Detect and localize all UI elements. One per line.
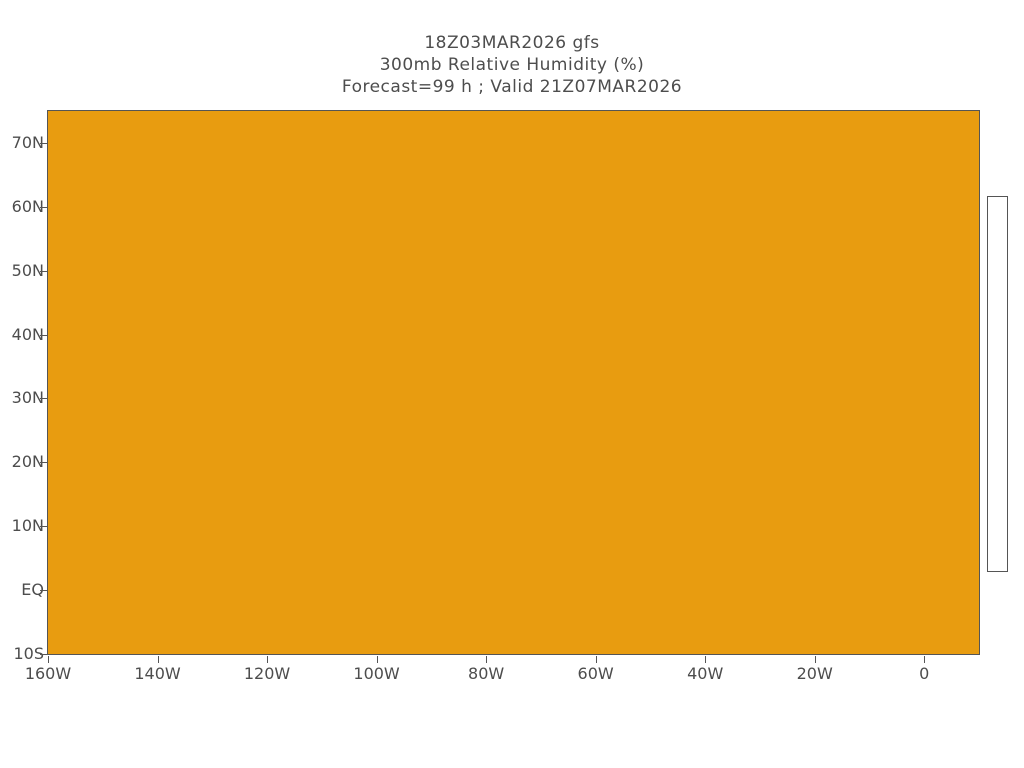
lat-tick-60n <box>40 207 47 208</box>
lon-tick-80w <box>486 656 487 663</box>
lat-tick-10n <box>40 526 47 527</box>
lon-label-40w: 40W <box>687 664 724 683</box>
lon-label-140w: 140W <box>134 664 181 683</box>
lat-label-eq: EQ <box>21 580 44 600</box>
lat-tick-eq <box>40 590 47 591</box>
lon-label-160w: 160W <box>24 664 72 683</box>
lon-tick-60w <box>596 656 597 663</box>
lat-label-40n: 40N <box>11 324 44 344</box>
lat-label-50n: 50N <box>11 260 44 280</box>
lon-label-80w: 80W <box>468 664 505 683</box>
lat-tick-50n <box>40 271 47 272</box>
map-plot-area[interactable] <box>47 110 980 655</box>
title-line-model: 18Z03MAR2026 gfs <box>424 33 600 53</box>
lat-label-70n: 70N <box>11 132 44 152</box>
lat-tick-20n <box>40 462 47 463</box>
lon-tick-160w <box>48 656 49 663</box>
lat-label-10s: 10S <box>13 644 44 663</box>
lon-tick-100w <box>377 656 378 663</box>
chart-title-block: 18Z03MAR2026 gfs 300mb Relative Humidity… <box>0 32 1024 98</box>
lon-tick-140w <box>158 656 159 663</box>
lat-label-60n: 60N <box>11 196 44 216</box>
humidity-field-canvas <box>48 111 979 654</box>
lon-tick-20w <box>815 656 816 663</box>
lat-tick-10s <box>40 654 47 655</box>
lat-label-10n: 10N <box>11 516 44 536</box>
lon-label-0: 0 <box>919 664 930 683</box>
lat-tick-70n <box>40 143 47 144</box>
lon-label-60w: 60W <box>577 664 614 683</box>
lat-label-20n: 20N <box>11 452 44 472</box>
lon-tick-120w <box>267 656 268 663</box>
title-line-variable: 300mb Relative Humidity (%) <box>379 55 645 75</box>
lon-tick-40w <box>705 656 706 663</box>
humidity-colorbar[interactable] <box>987 196 1008 572</box>
lat-tick-30n <box>40 398 47 399</box>
lon-label-20w: 20W <box>796 664 833 683</box>
lon-tick-0 <box>924 656 925 663</box>
title-line-forecast: Forecast=99 h ; Valid 21Z07MAR2026 <box>341 77 683 97</box>
lat-label-30n: 30N <box>11 388 44 408</box>
lat-tick-40n <box>40 335 47 336</box>
lon-label-120w: 120W <box>243 664 291 683</box>
lon-label-100w: 100W <box>353 664 400 683</box>
